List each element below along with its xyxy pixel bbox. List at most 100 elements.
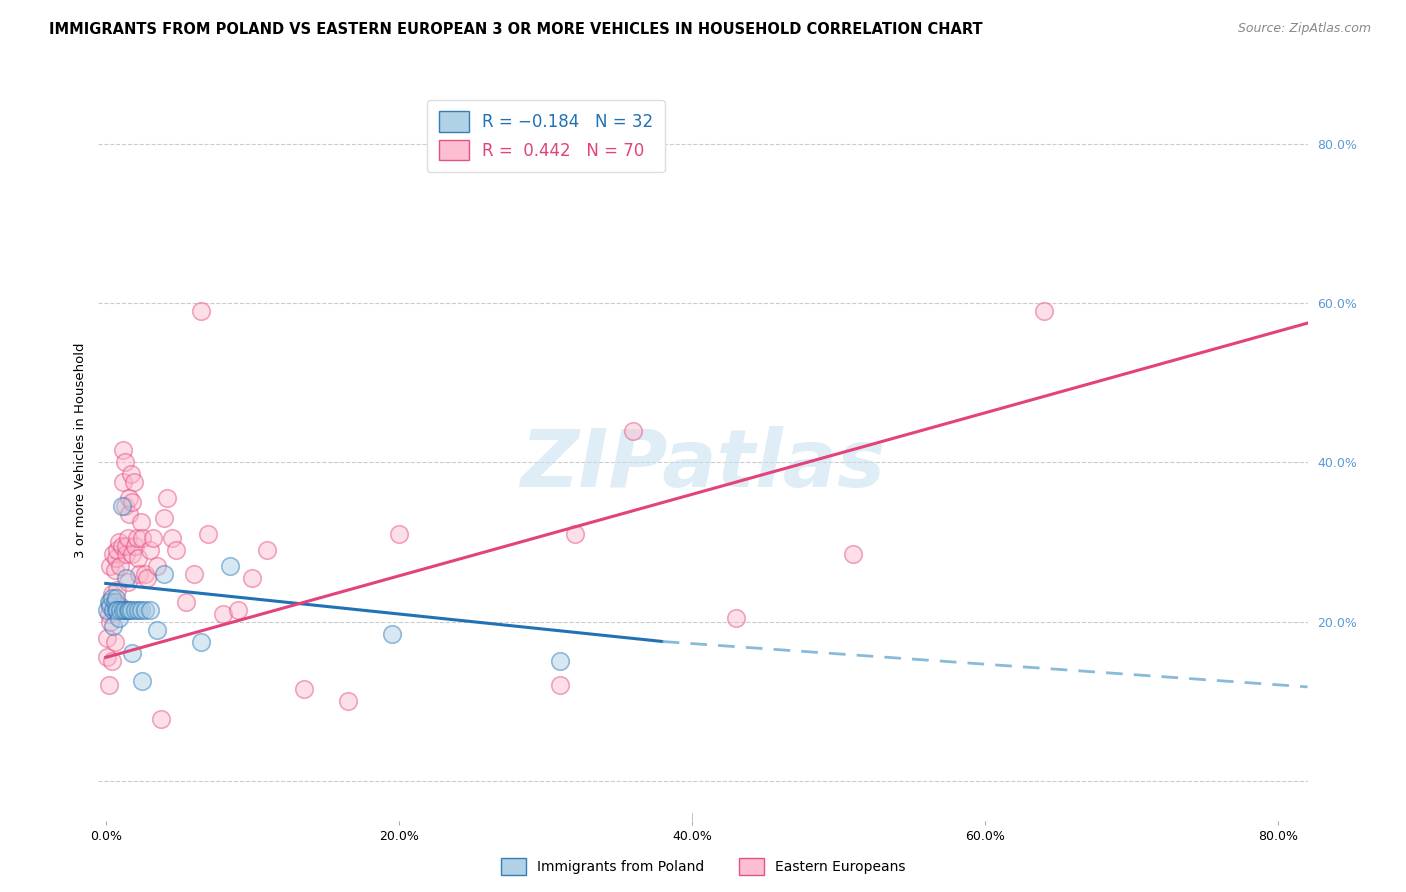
Point [105, 550, 128, 565]
Point [121, 495, 143, 509]
Point [103, 563, 125, 577]
Point [219, 558, 242, 573]
Point [124, 602, 146, 616]
Point [240, 571, 263, 585]
Legend: Immigrants from Poland, Eastern Europeans: Immigrants from Poland, Eastern European… [495, 853, 911, 880]
Point [190, 634, 212, 648]
Point [122, 475, 145, 490]
Point [114, 499, 136, 513]
Point [548, 655, 571, 669]
Point [127, 550, 149, 565]
Point [121, 547, 143, 561]
Text: ZIPatlas: ZIPatlas [520, 426, 886, 504]
Point [107, 602, 129, 616]
Point [153, 566, 176, 581]
Point [98, 599, 121, 613]
Point [197, 527, 219, 541]
Point [127, 602, 149, 616]
Point [138, 602, 160, 616]
Point [292, 682, 315, 697]
Point [100, 587, 122, 601]
Point [107, 543, 129, 558]
Point [112, 443, 135, 458]
Point [120, 602, 142, 616]
Point [621, 424, 644, 438]
Point [115, 547, 138, 561]
Point [146, 558, 169, 573]
Point [724, 610, 747, 624]
Point [124, 539, 146, 553]
Point [842, 547, 865, 561]
Point [96, 631, 118, 645]
Point [134, 602, 156, 616]
Point [98, 558, 121, 573]
Point [98, 595, 121, 609]
Point [336, 694, 359, 708]
Point [100, 655, 122, 669]
Point [100, 591, 122, 605]
Text: IMMIGRANTS FROM POLAND VS EASTERN EUROPEAN 3 OR MORE VEHICLES IN HOUSEHOLD CORRE: IMMIGRANTS FROM POLAND VS EASTERN EUROPE… [49, 22, 983, 37]
Legend: R = −0.184   N = 32, R =  0.442   N = 70: R = −0.184 N = 32, R = 0.442 N = 70 [427, 100, 665, 172]
Point [160, 531, 183, 545]
Point [150, 712, 173, 726]
Point [129, 602, 152, 616]
Point [256, 543, 278, 558]
Point [107, 582, 129, 597]
Point [129, 515, 152, 529]
Text: Source: ZipAtlas.com: Source: ZipAtlas.com [1237, 22, 1371, 36]
Point [111, 539, 134, 553]
Point [114, 602, 136, 616]
Point [1032, 304, 1054, 318]
Point [156, 491, 179, 506]
Point [96, 650, 118, 665]
Point [105, 602, 128, 616]
Point [117, 602, 139, 616]
Point [165, 543, 187, 558]
Point [97, 678, 120, 692]
Point [120, 467, 142, 482]
Point [146, 623, 169, 637]
Point [131, 531, 153, 545]
Point [101, 618, 124, 632]
Point [134, 566, 156, 581]
Point [108, 535, 131, 549]
Point [118, 507, 141, 521]
Point [103, 634, 125, 648]
Point [101, 602, 124, 616]
Point [111, 602, 134, 616]
Point [118, 491, 141, 506]
Point [105, 591, 128, 605]
Point [98, 615, 121, 629]
Y-axis label: 3 or more Vehicles in Household: 3 or more Vehicles in Household [75, 343, 87, 558]
Point [103, 595, 125, 609]
Point [118, 602, 141, 616]
Point [97, 595, 120, 609]
Point [212, 607, 235, 621]
Point [112, 475, 135, 490]
Point [110, 599, 132, 613]
Point [183, 566, 205, 581]
Point [142, 531, 165, 545]
Point [97, 607, 120, 621]
Point [117, 531, 139, 545]
Point [117, 574, 139, 589]
Point [96, 602, 118, 616]
Point [226, 602, 249, 616]
Point [128, 566, 150, 581]
Point [388, 527, 411, 541]
Point [114, 455, 136, 469]
Point [112, 602, 135, 616]
Point [108, 610, 131, 624]
Point [153, 511, 176, 525]
Point [135, 571, 157, 585]
Point [380, 626, 402, 640]
Point [101, 602, 124, 616]
Point [131, 674, 153, 689]
Point [115, 571, 138, 585]
Point [105, 599, 128, 613]
Point [108, 599, 131, 613]
Point [101, 547, 124, 561]
Point [121, 647, 143, 661]
Point [564, 527, 586, 541]
Point [548, 678, 571, 692]
